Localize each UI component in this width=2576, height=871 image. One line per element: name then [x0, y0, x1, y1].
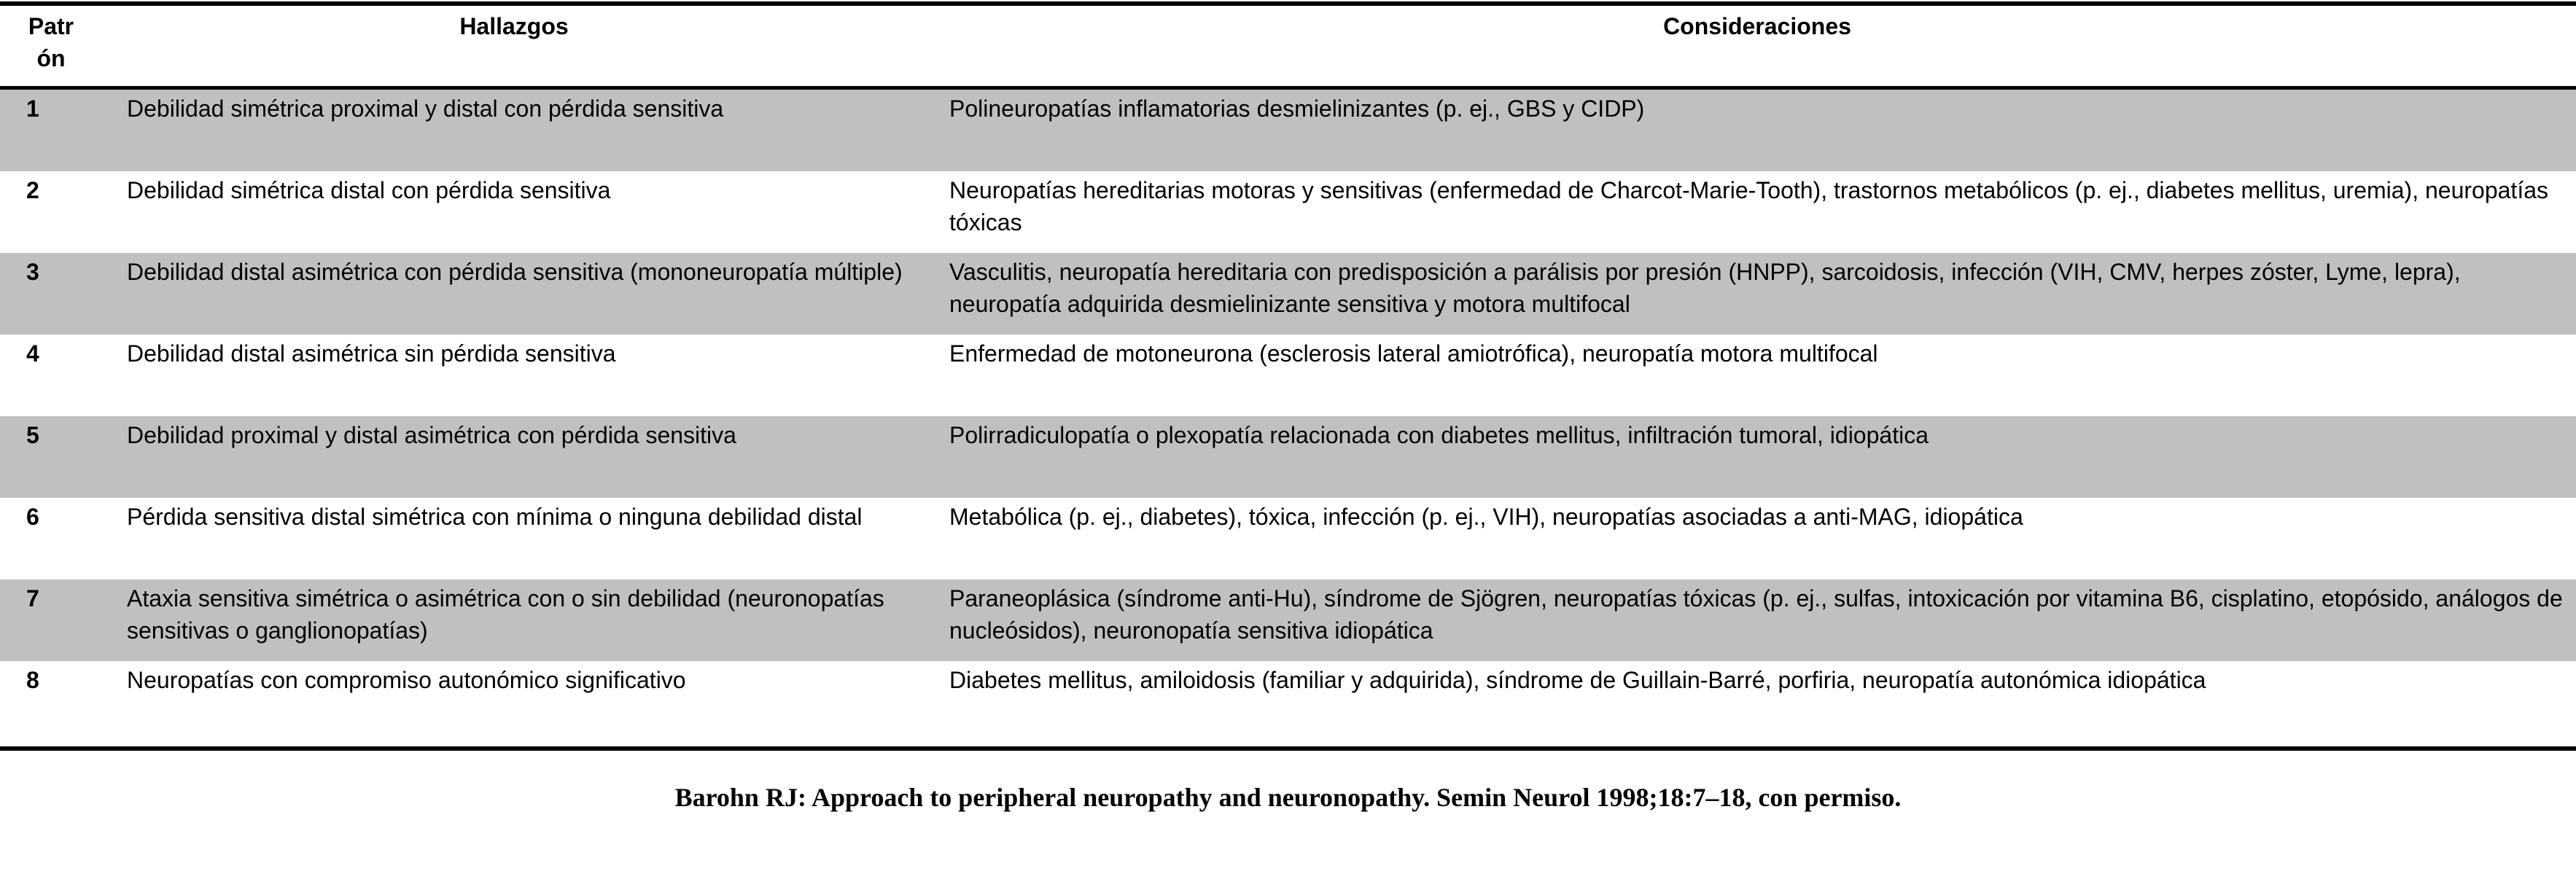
table-row: 5 Debilidad proximal y distal asimétrica…	[0, 416, 2576, 498]
row-number: 6	[26, 504, 39, 530]
row-consideraciones: Paraneoplásica (síndrome anti-Hu), síndr…	[949, 585, 2563, 644]
row-hallazgos: Neuropatías con compromiso autonómico si…	[127, 667, 686, 693]
row-consideraciones: Metabólica (p. ej., diabetes), tóxica, i…	[949, 504, 2023, 530]
header-hallazgos: Hallazgos	[459, 13, 569, 39]
header-consideraciones: Consideraciones	[1663, 13, 1851, 39]
row-consideraciones: Vasculitis, neuropatía hereditaria con p…	[949, 259, 2461, 317]
row-consideraciones: Polirradiculopatía o plexopatía relacion…	[949, 422, 1929, 448]
header-patron-line1: Patr	[28, 13, 74, 39]
header-patron: Patr ón	[22, 10, 80, 74]
row-number: 3	[26, 259, 39, 285]
table-row: 2 Debilidad simétrica distal con pérdida…	[0, 171, 2576, 253]
row-hallazgos: Debilidad simétrica distal con pérdida s…	[127, 177, 611, 203]
table-row: 3 Debilidad distal asimétrica con pérdid…	[0, 253, 2576, 335]
row-number: 2	[26, 177, 39, 203]
source-citation: Barohn RJ: Approach to peripheral neurop…	[674, 783, 1902, 812]
table-top-rule	[0, 1, 2576, 6]
table-row: 8 Neuropatías con compromiso autonómico …	[0, 661, 2576, 743]
table-bottom-rule	[0, 746, 2576, 751]
row-consideraciones: Polineuropatías inflamatorias desmielini…	[949, 95, 1645, 122]
row-number: 5	[26, 422, 39, 448]
row-consideraciones: Neuropatías hereditarias motoras y sensi…	[949, 177, 2548, 235]
row-hallazgos: Debilidad distal asimétrica sin pérdida …	[127, 340, 616, 367]
row-hallazgos: Debilidad proximal y distal asimétrica c…	[127, 422, 736, 448]
row-hallazgos: Debilidad simétrica proximal y distal co…	[127, 95, 724, 122]
row-consideraciones: Diabetes mellitus, amiloidosis (familiar…	[949, 667, 2206, 693]
row-hallazgos: Debilidad distal asimétrica con pérdida …	[127, 259, 903, 285]
table-row: 4 Debilidad distal asimétrica sin pérdid…	[0, 335, 2576, 416]
row-number: 1	[26, 95, 39, 122]
table-row: 1 Debilidad simétrica proximal y distal …	[0, 90, 2576, 171]
row-hallazgos: Ataxia sensitiva simétrica o asimétrica …	[127, 585, 884, 644]
header-patron-line2: ón	[36, 45, 66, 71]
table-row: 6 Pérdida sensitiva distal simétrica con…	[0, 498, 2576, 579]
table-row: 7 Ataxia sensitiva simétrica o asimétric…	[0, 579, 2576, 661]
table-header-row: Patr ón Hallazgos Consideraciones	[0, 6, 2576, 86]
row-hallazgos: Pérdida sensitiva distal simétrica con m…	[127, 504, 863, 530]
row-number: 4	[26, 340, 39, 367]
row-number: 8	[26, 667, 39, 693]
table-body: 1 Debilidad simétrica proximal y distal …	[0, 90, 2576, 743]
table-header-rule	[0, 86, 2576, 90]
row-consideraciones: Enfermedad de motoneurona (esclerosis la…	[949, 340, 1878, 367]
row-number: 7	[26, 585, 39, 612]
